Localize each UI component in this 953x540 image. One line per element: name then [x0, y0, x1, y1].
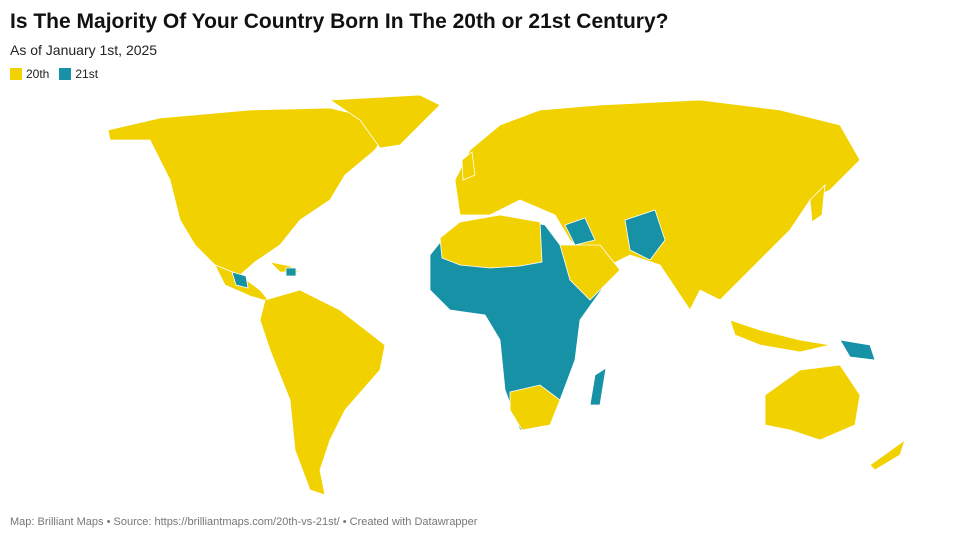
indonesia	[729, 319, 831, 353]
australia	[764, 364, 861, 441]
legend-item: 21st	[59, 67, 98, 81]
uk	[461, 151, 476, 181]
greenland	[328, 94, 441, 149]
legend-label: 20th	[26, 67, 50, 81]
legend-swatch	[59, 68, 72, 80]
papua-new-guinea	[839, 339, 876, 361]
title: Is The Majority Of Your Country Born In …	[10, 10, 669, 33]
footer: Map: Brilliant Maps • Source: https://br…	[10, 516, 478, 528]
southern-africa	[509, 384, 561, 431]
arabia	[559, 244, 621, 301]
legend: 20th 21st	[10, 67, 98, 81]
legend-label: 21st	[75, 67, 99, 81]
north-africa	[439, 214, 543, 269]
north-america	[107, 107, 402, 276]
subtitle: As of January 1st, 2025	[10, 42, 158, 58]
haiti	[285, 267, 297, 277]
madagascar	[589, 367, 607, 406]
south-america	[259, 289, 386, 496]
iraq	[564, 217, 596, 246]
new-zealand	[869, 438, 906, 471]
pakistan-afghanistan	[624, 209, 666, 261]
japan	[809, 183, 826, 223]
legend-swatch	[10, 68, 22, 80]
eurasia	[454, 99, 861, 311]
legend-item: 20th	[10, 67, 49, 81]
guatemala	[231, 271, 249, 289]
